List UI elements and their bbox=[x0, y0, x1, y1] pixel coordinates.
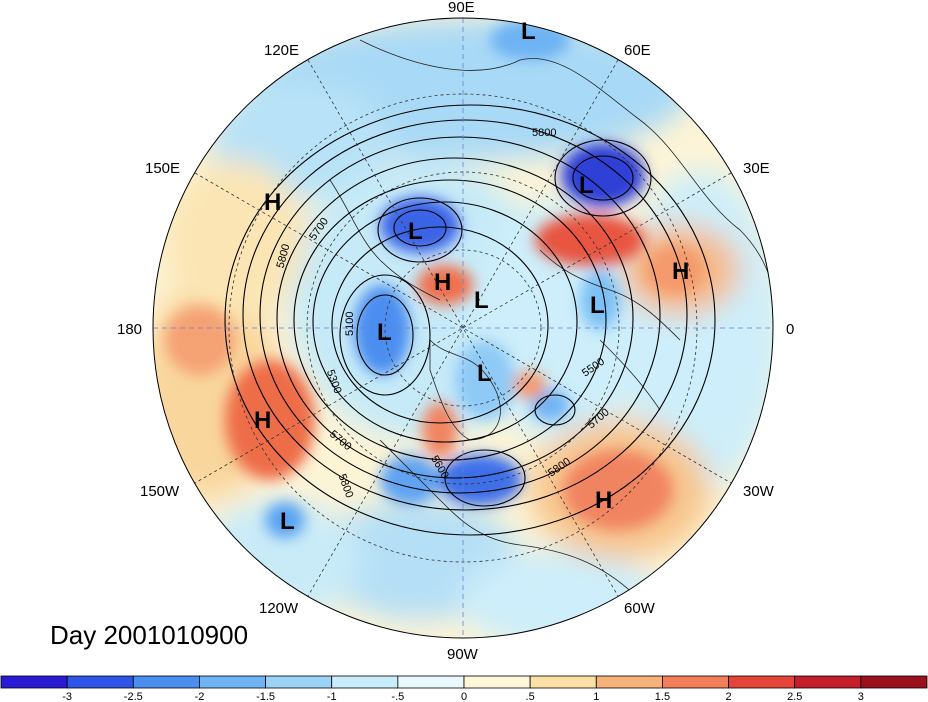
lon-label-30e: 30E bbox=[743, 160, 770, 177]
colorbar-tick-label: 0 bbox=[461, 691, 467, 702]
low-center-label: L bbox=[408, 218, 423, 245]
colorbar-tick-label: -1.5 bbox=[256, 691, 275, 702]
lon-label-90w: 90W bbox=[447, 646, 479, 663]
pressure-center-labels: L L L L L L L L H H H H H bbox=[254, 18, 689, 535]
lon-label-180: 180 bbox=[117, 321, 142, 338]
colorbar-swatch bbox=[397, 675, 465, 689]
high-center-label: H bbox=[434, 269, 451, 296]
colorbar-swatch bbox=[794, 675, 862, 689]
high-center-label: H bbox=[672, 258, 689, 285]
graticule bbox=[153, 18, 773, 638]
low-center-label: L bbox=[477, 360, 492, 387]
colorbar-swatch bbox=[728, 675, 796, 689]
high-center-label: H bbox=[254, 407, 271, 434]
map-boundary bbox=[152, 17, 774, 639]
low-center-label: L bbox=[521, 18, 536, 45]
low-center-label: L bbox=[474, 287, 489, 314]
low-center-label: L bbox=[590, 292, 605, 319]
colorbar-tick-label: .5 bbox=[526, 691, 535, 702]
date-title: Day 2001010900 bbox=[50, 620, 249, 650]
lon-label-150w: 150W bbox=[140, 483, 180, 500]
anomaly-field bbox=[153, 18, 773, 638]
lon-label-0: 0 bbox=[786, 321, 794, 338]
colorbar-tick-label: 3 bbox=[858, 691, 864, 702]
colorbar-tick-label: -1 bbox=[327, 691, 337, 702]
colorbar-swatch bbox=[463, 675, 531, 689]
colorbar-tick-label: -2 bbox=[195, 691, 205, 702]
colorbar-tick-label: -2.5 bbox=[124, 691, 143, 702]
lon-label-30w: 30W bbox=[743, 483, 775, 500]
colorbar-swatch bbox=[132, 675, 200, 689]
high-center-label: H bbox=[595, 487, 612, 514]
lon-label-120w: 120W bbox=[259, 600, 299, 617]
low-center-label: L bbox=[579, 172, 594, 199]
lon-label-90e: 90E bbox=[448, 0, 475, 16]
colorbar-tick-label: 2.5 bbox=[787, 691, 802, 702]
lon-label-60w: 60W bbox=[624, 600, 656, 617]
low-center-label: L bbox=[280, 508, 295, 535]
colorbar-swatch bbox=[662, 675, 729, 689]
lon-label-120e: 120E bbox=[264, 42, 299, 59]
colorbar-swatch bbox=[199, 675, 266, 689]
low-center-label: L bbox=[377, 319, 392, 346]
colorbar-swatch bbox=[860, 675, 928, 689]
longitude-labels: 90E 120E 60E 150E 30E 180 0 150W 30W 120… bbox=[117, 0, 794, 663]
colorbar-swatch bbox=[265, 675, 333, 689]
colorbar-swatch bbox=[595, 675, 663, 689]
colorbar-swatch bbox=[529, 675, 597, 689]
height-contours bbox=[224, 104, 716, 536]
colorbar-tick-label: 1.5 bbox=[655, 691, 670, 702]
lon-label-60e: 60E bbox=[624, 42, 651, 59]
contour-label: 5800 bbox=[532, 127, 556, 139]
high-center-label: H bbox=[264, 189, 281, 216]
colorbar-tick-label: 1 bbox=[593, 691, 599, 702]
contour-label: 5100 bbox=[344, 312, 356, 336]
colorbar-swatch bbox=[331, 675, 399, 689]
colorbar-tick-label: -3 bbox=[62, 691, 72, 702]
lon-label-150e: 150E bbox=[145, 160, 180, 177]
colorbar: -3 -2.5 -2 -1.5 -1 -.5 0 .5 1 1.5 2 2.5 3 bbox=[0, 675, 928, 702]
colorbar-tick-label: -.5 bbox=[391, 691, 404, 702]
colorbar-swatch bbox=[0, 675, 68, 689]
colorbar-tick-label: 2 bbox=[726, 691, 732, 702]
colorbar-swatch bbox=[66, 675, 134, 689]
coastlines bbox=[329, 39, 773, 601]
